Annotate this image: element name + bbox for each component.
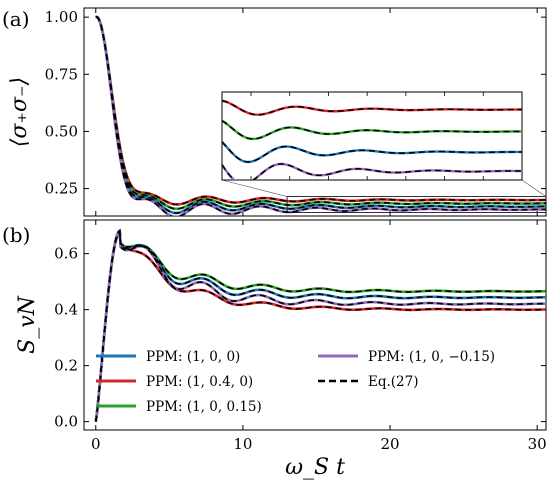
ytick-label: 0.25 [45, 180, 78, 198]
ytick-label: 0.6 [54, 245, 78, 263]
panel-b-eq27-1 [94, 230, 546, 422]
panel-b-yticks: 0.0 0.2 0.4 0.6 [54, 245, 546, 431]
panel-b-ylabel: S_vN [15, 295, 40, 354]
zoom-connector-right [521, 179, 547, 197]
ytick-label: 0.50 [45, 122, 78, 140]
legend-label: PPM: (1, 0, −0.15) [368, 349, 495, 365]
panel-b-frame [83, 219, 547, 431]
ytick-label: 0.75 [45, 65, 78, 83]
inset-eq27-0 [222, 100, 522, 116]
panel-a-eq27-3 [95, 15, 546, 216]
inset-eq27-2 [222, 141, 522, 163]
legend-label: PPM: (1, 0.4, 0) [146, 374, 253, 390]
panel-a-eq27-0 [95, 16, 546, 206]
panel-a-label: (a) [2, 7, 30, 31]
xtick-label: 20 [380, 435, 399, 453]
panel-b-eq27-2 [94, 229, 546, 422]
ytick-label: 0.0 [54, 413, 78, 431]
panel-a: (a) 0.25 0.50 0.75 1.00 ⟨σ₊σ₋⟩ [2, 7, 547, 217]
inset-series-1 [222, 119, 522, 141]
panel-b-label: (b) [2, 223, 30, 247]
inset-eq27-3 [222, 163, 522, 180]
ytick-label: 0.2 [54, 357, 78, 375]
panel-b: (b) 0.0 0.2 0.4 0.6 0 10 20 30 S_vN ω_S t PPM:… [2, 219, 547, 480]
panel-a-eq27-1 [95, 16, 546, 210]
panel-a-ylabel: ⟨σ₊σ₋⟩ [7, 77, 32, 147]
panel-a-eq27-2 [95, 16, 546, 214]
ytick-label: 1.00 [45, 8, 78, 26]
panel-b-xlabel: ω_S t [285, 455, 345, 480]
panel-b-plot-area [94, 228, 546, 422]
xtick-label: 10 [233, 435, 252, 453]
inset-plot-area [222, 99, 522, 180]
legend-label: PPM: (1, 0, 0.15) [146, 399, 262, 415]
panel-b-eq27-3 [94, 229, 546, 422]
ytick-label: 0.4 [54, 301, 78, 319]
xtick-label: 30 [528, 435, 547, 453]
legend: PPM: (1, 0, 0) PPM: (1, 0.4, 0) PPM: (1, 0… [96, 349, 495, 415]
zoom-connector-left [221, 179, 288, 197]
panel-b-xticks: 0 10 20 30 [91, 220, 547, 453]
legend-label: PPM: (1, 0, 0) [146, 349, 240, 365]
xtick-label: 0 [91, 435, 101, 453]
zoom-region-box [286, 196, 547, 213]
panel-a-plot-area [95, 15, 546, 216]
panel-a-yticks: 0.25 0.50 0.75 1.00 [45, 8, 546, 198]
legend-label: Eq.(27) [368, 374, 419, 390]
inset-ticks [250, 92, 523, 180]
panel-b-eq27-0 [94, 231, 546, 422]
